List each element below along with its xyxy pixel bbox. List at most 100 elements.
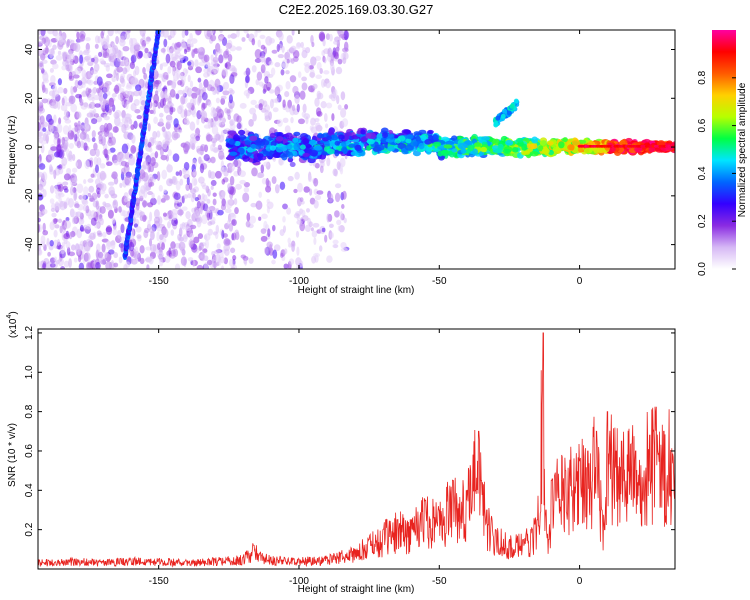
heatmap-cell xyxy=(63,115,70,121)
heatmap-cell xyxy=(259,55,266,63)
heatmap-cell xyxy=(199,205,203,215)
heatmap-cell xyxy=(248,257,254,264)
heatmap-cell xyxy=(301,49,308,59)
heatmap-cell xyxy=(125,261,131,268)
heatmap-cell xyxy=(289,75,297,83)
heatmap-cell xyxy=(74,203,80,209)
heatmap-cell xyxy=(619,140,626,146)
heatmap-cell xyxy=(111,93,117,98)
heatmap-cell xyxy=(229,119,236,126)
heatmap-cell xyxy=(210,34,217,42)
heatmap-cells xyxy=(38,30,675,269)
heatmap-cell xyxy=(117,93,123,101)
heatmap-cell xyxy=(445,140,455,146)
figure-title: C2E2.2025.169.03.30.G27 xyxy=(279,2,434,17)
heatmap-cell xyxy=(209,171,216,180)
heatmap-cell xyxy=(67,152,71,162)
heatmap-cell xyxy=(125,100,129,110)
heatmap-cell xyxy=(164,140,170,146)
heatmap-cell xyxy=(68,51,72,57)
heatmap-cell xyxy=(197,77,202,83)
heatmap-cell xyxy=(53,90,60,97)
heatmap-cell xyxy=(157,251,164,259)
heatmap-cell xyxy=(334,192,341,203)
heatmap-cell xyxy=(94,103,101,108)
heatmap-cell xyxy=(116,56,122,62)
heatmap-cell xyxy=(171,53,179,61)
heatmap-cell xyxy=(290,242,296,248)
heatmap-cell xyxy=(85,54,92,64)
heatmap-cell xyxy=(193,236,200,244)
heatmap-cell xyxy=(154,90,159,96)
colorbar-tick-label: 0.8 xyxy=(697,70,708,84)
heatmap-cell xyxy=(288,258,295,265)
heatmap-cell xyxy=(328,223,334,229)
heatmap-cell xyxy=(230,33,238,39)
heatmap-cell xyxy=(296,246,300,256)
heatmap-cell xyxy=(71,177,78,183)
heatmap-cell xyxy=(50,207,56,212)
heatmap-cell xyxy=(154,140,161,146)
heatmap-cell xyxy=(397,135,406,142)
heatmap-cell xyxy=(282,216,286,223)
heatmap-cell xyxy=(163,188,167,194)
heatmap-cell xyxy=(336,95,340,105)
heatmap-cell xyxy=(246,212,251,222)
heatmap-cell xyxy=(98,51,103,58)
heatmap-cell xyxy=(103,127,109,138)
heatmap-cell xyxy=(505,139,514,146)
heatmap-cell xyxy=(70,244,76,251)
heatmap-cell xyxy=(259,34,266,40)
heatmap-cell xyxy=(443,144,453,149)
heatmap-cell xyxy=(266,201,274,210)
heatmap-cell xyxy=(193,178,198,186)
heatmap-cell xyxy=(171,212,178,221)
heatmap-cell xyxy=(221,68,228,76)
heatmap-cell xyxy=(194,209,200,219)
heatmap-cell xyxy=(57,50,62,56)
heatmap-cell xyxy=(180,256,187,266)
heatmap-cell xyxy=(156,226,163,232)
heatmap-cell xyxy=(213,147,219,154)
heatmap-cell xyxy=(160,98,165,109)
heatmap-cell xyxy=(480,146,488,153)
heatmap-cell xyxy=(162,228,169,239)
snr-frame xyxy=(37,328,676,570)
heatmap-cell xyxy=(325,80,331,89)
heatmap-cell xyxy=(65,102,72,107)
heatmap-cell xyxy=(167,163,171,172)
snr-plot-area xyxy=(38,332,675,568)
heatmap-cell xyxy=(245,220,251,228)
heatmap-cell xyxy=(115,35,120,45)
heatmap-cell xyxy=(254,144,262,150)
heatmap-cell xyxy=(287,237,291,245)
heatmap-cell xyxy=(95,249,99,260)
heatmap-cell xyxy=(131,91,135,97)
heatmap-cell xyxy=(206,198,211,204)
heatmap-cell xyxy=(282,99,286,108)
heatmap-cell xyxy=(61,97,65,106)
heatmap-cell xyxy=(49,67,55,73)
heatmap-cell xyxy=(168,102,175,108)
snr-multiplier-label: (x104) xyxy=(6,311,19,338)
heatmap-cell xyxy=(287,99,292,109)
heatmap-cell xyxy=(91,88,96,97)
heatmap-cell xyxy=(418,129,427,135)
heatmap-cell xyxy=(287,175,294,182)
heatmap-cell xyxy=(258,191,263,198)
heatmap-cell xyxy=(130,103,137,112)
heatmap-cell xyxy=(87,262,94,268)
heatmap-cell xyxy=(260,64,266,74)
heatmap-cell xyxy=(46,241,50,247)
heatmap-cell xyxy=(184,226,192,232)
heatmap-cell xyxy=(177,236,184,242)
heatmap-cell xyxy=(189,136,197,146)
heatmap-cell xyxy=(49,198,55,204)
colorbar-tick-label: 0.0 xyxy=(697,262,708,276)
heatmap-cell xyxy=(175,171,180,176)
heatmap-cell xyxy=(330,54,335,62)
heatmap-cell xyxy=(198,61,206,67)
heatmap-cell xyxy=(167,35,172,41)
heatmap-cell xyxy=(162,193,169,201)
heatmap-cell xyxy=(258,216,262,221)
